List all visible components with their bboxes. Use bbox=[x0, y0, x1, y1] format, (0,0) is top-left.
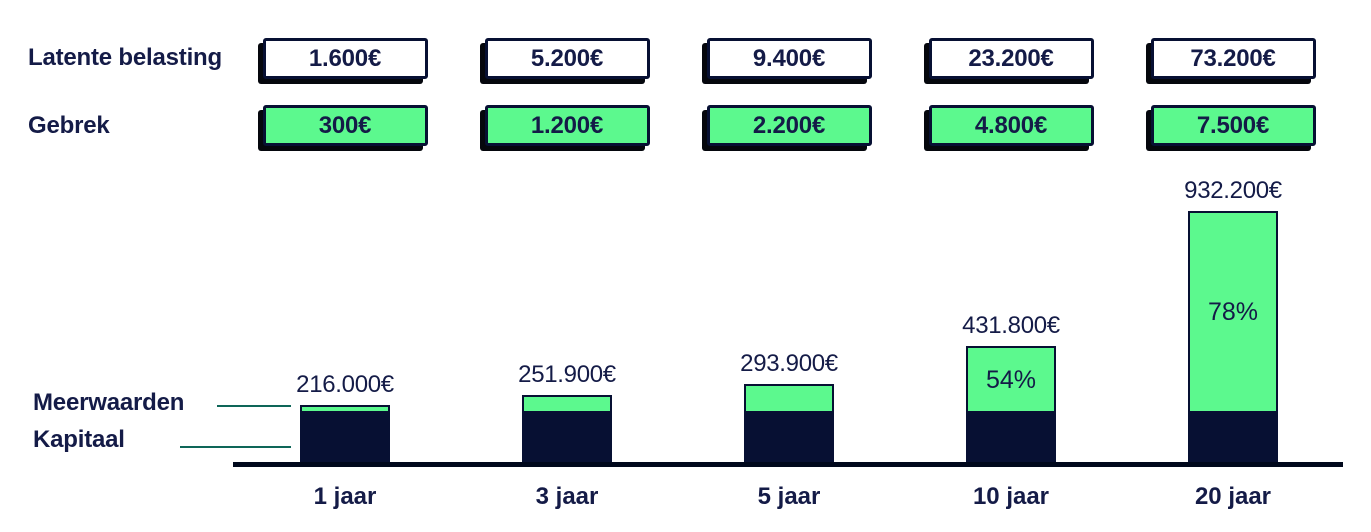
meerwaarden-bar-segment bbox=[744, 383, 834, 411]
bar-percent-label: 54% bbox=[985, 365, 1037, 394]
x-axis-label: 1 jaar bbox=[313, 483, 377, 510]
meerwaarden-bar-segment bbox=[522, 394, 612, 411]
x-axis-label: 10 jaar bbox=[972, 483, 1050, 510]
bar-total-label: 932.200€ bbox=[1184, 177, 1282, 205]
kapitaal-bar-segment bbox=[522, 411, 612, 465]
x-axis-label: 5 jaar bbox=[757, 483, 821, 510]
bar-total-label: 216.000€ bbox=[296, 370, 394, 398]
bar-percent-label: 78% bbox=[1207, 298, 1259, 327]
latente-belasting-box: 5.200€ bbox=[484, 38, 650, 79]
meerwaarden-series-label: Meerwaarden bbox=[33, 389, 185, 416]
x-axis-line bbox=[233, 462, 1343, 467]
kapitaal-leader-line bbox=[180, 446, 291, 448]
gebrek-box: 2.200€ bbox=[706, 105, 872, 146]
kapitaal-bar-segment bbox=[966, 411, 1056, 465]
kapitaal-series-label: Kapitaal bbox=[33, 426, 125, 453]
bar-total-label: 251.900€ bbox=[518, 360, 616, 388]
meerwaarden-bar-segment bbox=[966, 346, 1056, 411]
x-axis-label: 3 jaar bbox=[535, 483, 599, 510]
meerwaarden-leader-line bbox=[217, 405, 291, 407]
kapitaal-bar-segment bbox=[300, 411, 390, 465]
gebrek-box: 300€ bbox=[262, 105, 428, 146]
meerwaarden-bar-segment bbox=[300, 404, 390, 411]
x-axis-label: 20 jaar bbox=[1194, 483, 1272, 510]
bar-total-label: 293.900€ bbox=[740, 349, 838, 377]
bar-total-label: 431.800€ bbox=[962, 312, 1060, 340]
gebrek-box: 7.500€ bbox=[1150, 105, 1316, 146]
gebrek-box: 4.800€ bbox=[928, 105, 1094, 146]
gebrek-row-label: Gebrek bbox=[28, 112, 110, 139]
latente-belasting-box: 73.200€ bbox=[1150, 38, 1316, 79]
latente-belasting-box: 9.400€ bbox=[706, 38, 872, 79]
meerwaarden-bar-segment bbox=[1188, 211, 1278, 411]
gebrek-box: 1.200€ bbox=[484, 105, 650, 146]
latente-belasting-box: 1.600€ bbox=[262, 38, 428, 79]
latente-belasting-row-label: Latente belasting bbox=[28, 44, 222, 71]
kapitaal-bar-segment bbox=[744, 411, 834, 465]
latente-belasting-box: 23.200€ bbox=[928, 38, 1094, 79]
kapitaal-bar-segment bbox=[1188, 411, 1278, 465]
